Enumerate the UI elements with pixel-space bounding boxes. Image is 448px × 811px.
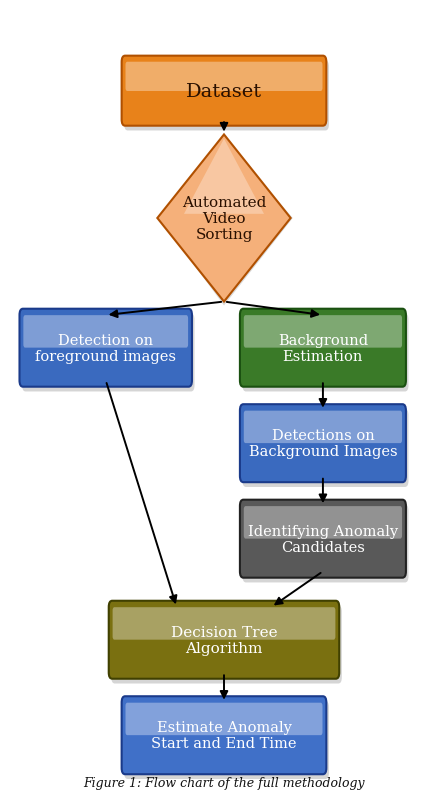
Text: Background
Estimation: Background Estimation (278, 333, 368, 363)
Polygon shape (159, 139, 293, 306)
FancyBboxPatch shape (242, 410, 409, 487)
Text: Figure 1: Flow chart of the full methodology: Figure 1: Flow chart of the full methodo… (83, 775, 365, 788)
FancyBboxPatch shape (109, 601, 339, 679)
FancyBboxPatch shape (244, 507, 402, 539)
FancyBboxPatch shape (240, 405, 406, 483)
Polygon shape (184, 139, 264, 215)
FancyBboxPatch shape (111, 606, 342, 684)
Text: Decision Tree
Algorithm: Decision Tree Algorithm (171, 625, 277, 655)
FancyBboxPatch shape (125, 703, 323, 736)
FancyBboxPatch shape (240, 500, 406, 578)
FancyBboxPatch shape (22, 314, 194, 392)
FancyBboxPatch shape (124, 702, 329, 779)
FancyBboxPatch shape (20, 309, 192, 387)
FancyBboxPatch shape (242, 504, 409, 583)
Text: Detection on
foreground images: Detection on foreground images (35, 333, 176, 363)
Text: Automated
Video
Sorting: Automated Video Sorting (182, 195, 266, 242)
FancyBboxPatch shape (125, 62, 323, 92)
Text: Detections on
Background Images: Detections on Background Images (249, 428, 397, 459)
FancyBboxPatch shape (23, 315, 188, 348)
Text: Estimate Anomaly
Start and End Time: Estimate Anomaly Start and End Time (151, 720, 297, 750)
FancyBboxPatch shape (122, 57, 326, 127)
FancyBboxPatch shape (122, 697, 326, 775)
FancyBboxPatch shape (112, 607, 336, 640)
Polygon shape (157, 135, 291, 303)
FancyBboxPatch shape (242, 314, 409, 392)
Text: Identifying Anomaly
Candidates: Identifying Anomaly Candidates (248, 524, 398, 554)
FancyBboxPatch shape (244, 411, 402, 444)
FancyBboxPatch shape (244, 315, 402, 348)
FancyBboxPatch shape (124, 62, 329, 131)
FancyBboxPatch shape (240, 309, 406, 387)
Text: Dataset: Dataset (186, 83, 262, 101)
